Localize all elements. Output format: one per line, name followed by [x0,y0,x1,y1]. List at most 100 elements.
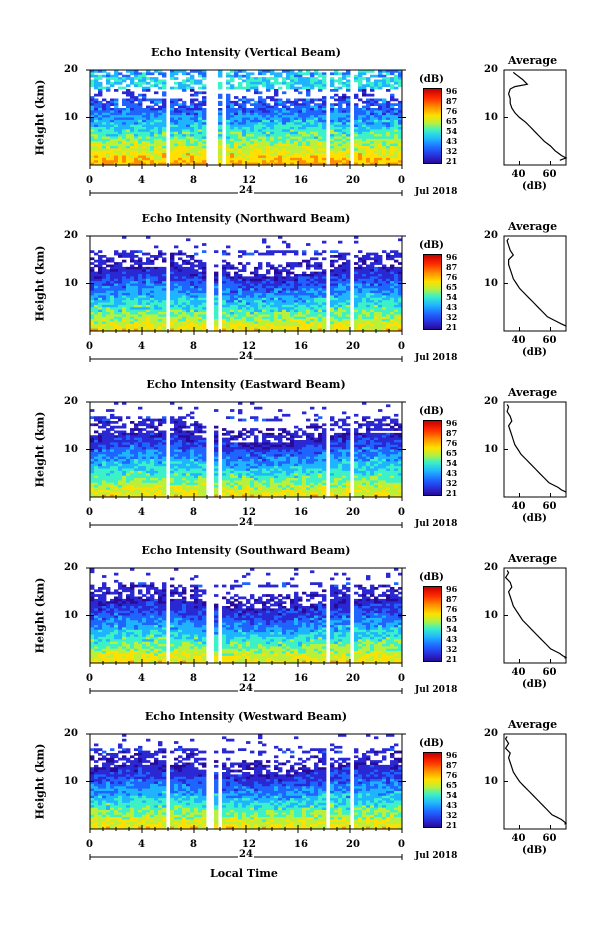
heatmap-cell [130,108,135,111]
heatmap-cell [118,295,123,299]
heatmap-cell [126,456,131,460]
heatmap-cell [354,127,359,130]
heatmap-cell [262,98,267,102]
heatmap-cell [138,447,143,450]
heatmap-cell [322,103,327,107]
heatmap-cell [158,266,163,270]
heatmap-cell [398,316,403,320]
heatmap-cell [290,72,295,76]
heatmap-cell [274,304,279,308]
heatmap-cell [170,103,175,107]
heatmap-cell [278,134,283,137]
heatmap-cell [114,89,119,92]
heatmap-cell [378,257,383,261]
heatmap-cell [154,255,159,258]
heatmap-cell [298,307,303,311]
heatmap-cell [294,323,299,327]
heatmap-cell [266,143,271,147]
heatmap-cell [270,153,275,156]
heatmap-cell [146,124,151,128]
heatmap-cell [306,148,311,152]
heatmap-cell [126,138,131,142]
heatmap-cell [110,413,115,417]
heatmap-cell [282,316,287,320]
heatmap-cell [246,281,251,284]
heatmap-cell [214,278,219,282]
heatmap-cell [346,86,351,90]
heatmap-cell [122,487,127,491]
heatmap-cell [314,314,319,318]
heatmap-cell [290,288,295,292]
heatmap-cell [150,84,155,88]
heatmap-cell [190,278,195,282]
heatmap-cell [362,153,367,156]
heatmap-cell [354,153,359,156]
heatmap-cell [266,307,271,311]
heatmap-cell [274,134,279,137]
heatmap-cell [254,288,259,292]
heatmap-cell [270,141,275,145]
heatmap-cell [98,112,103,116]
heatmap-cell [146,115,151,118]
heatmap-cell [246,300,251,303]
heatmap-cell [258,117,263,121]
heatmap-cell [254,326,259,330]
heatmap-cell [190,122,195,126]
heatmap-cell [126,89,131,92]
heatmap-cell [182,115,187,118]
heatmap-cell [114,262,119,265]
heatmap-cell [318,117,323,121]
heatmap-cell [330,278,335,282]
heatmap-cell [118,112,123,116]
heatmap-cell [354,124,359,128]
heatmap-cell [90,312,95,315]
heatmap-cell [178,81,183,85]
heatmap-cell [102,266,107,270]
heatmap-cell [162,157,167,161]
heatmap-cell [158,143,163,147]
heatmap-cell [194,269,199,273]
heatmap-cell [250,136,255,140]
heatmap-cell [398,304,403,308]
heatmap-cell [342,157,347,161]
heatmap-cell [142,115,147,118]
heatmap-cell [202,314,207,318]
heatmap-cell [114,473,119,477]
heatmap-cell [150,119,155,123]
heatmap-cell [346,108,351,111]
heatmap-cell [358,257,363,261]
heatmap-cell [334,300,339,303]
heatmap-cell [370,84,375,88]
heatmap-cell [262,136,267,140]
heatmap-cell [118,290,123,294]
heatmap-cell [118,489,123,493]
heatmap-cell [386,269,391,273]
heatmap-cell [114,146,119,149]
heatmap-cell [150,290,155,294]
heatmap-cell [106,444,111,448]
heatmap-cell [114,269,119,273]
heatmap-cell [142,297,147,301]
heatmap-cell [302,162,307,166]
heatmap-cell [278,103,283,107]
heatmap-cell [90,447,95,450]
heatmap-cell [394,323,399,327]
heatmap-cell [394,314,399,318]
heatmap-cell [278,314,283,318]
heatmap-cell [238,316,243,320]
heatmap-cell [338,150,343,154]
heatmap-cell [230,117,235,121]
average-profile [503,235,567,332]
heatmap-cell [114,302,119,306]
heatmap-cell [222,266,227,270]
heatmap-cell [378,129,383,133]
heatmap-cell [250,302,255,306]
heatmap-cell [278,302,283,306]
heatmap-cell [342,290,347,294]
heatmap-cell [98,466,103,469]
heatmap-cell [186,155,191,159]
heatmap-cell [290,278,295,282]
heatmap-cell [358,112,363,116]
heatmap-cell [354,321,359,325]
heatmap-cell [378,148,383,152]
